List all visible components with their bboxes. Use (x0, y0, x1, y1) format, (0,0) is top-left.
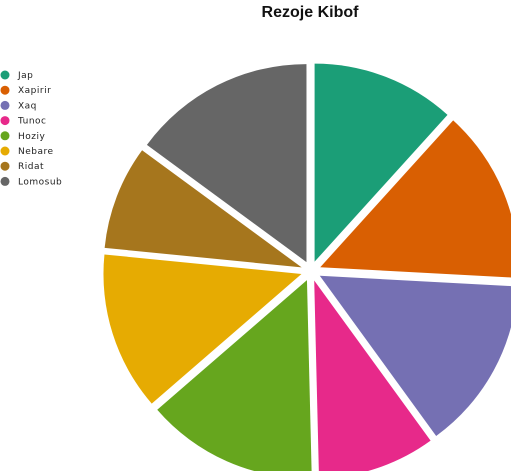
legend-label-xaq: Xaq (18, 101, 37, 111)
legend-marker-hoziy (1, 131, 10, 140)
legend-marker-tunoc (1, 116, 10, 125)
legend-label-hoziy: Hoziy (18, 132, 45, 142)
legend-label-tunoc: Tunoc (17, 117, 47, 127)
legend-marker-ridat (1, 162, 10, 171)
legend-label-ridat: Ridat (18, 162, 44, 172)
legend-label-jap: Jap (17, 71, 33, 81)
chart-title: Rezoje Kibof (262, 4, 360, 21)
pie-slices (103, 64, 511, 471)
legend-label-nebare: Nebare (18, 147, 54, 157)
legend-label-xapirir: Xapirir (18, 86, 51, 96)
legend-marker-xapirir (1, 86, 10, 95)
legend-marker-xaq (1, 101, 10, 110)
legend-marker-jap (1, 71, 10, 80)
legend-marker-nebare (1, 147, 10, 156)
legend: Jap Xapirir Xaq Tunoc Hoziy Nebare Ridat Lomosu… (1, 71, 63, 188)
legend-label-lomosub: Lomosub (18, 177, 62, 187)
legend-marker-lomosub (1, 177, 10, 186)
